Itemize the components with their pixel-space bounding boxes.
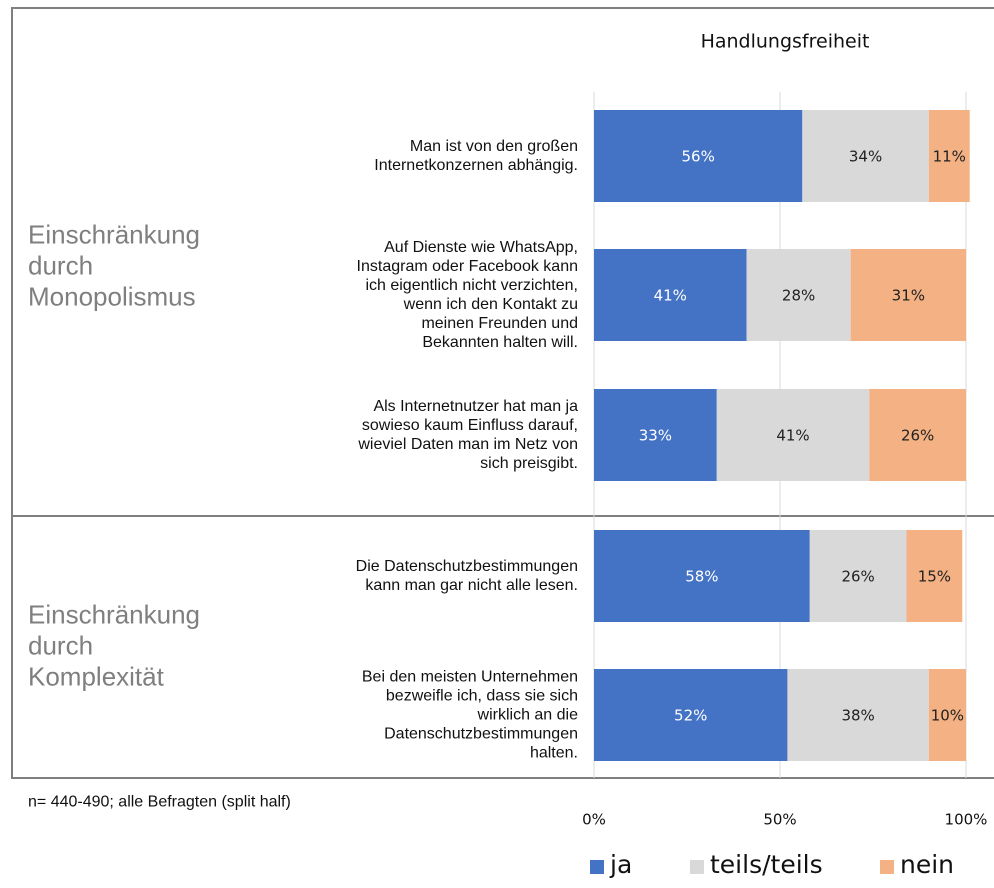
value-label: 26%	[841, 568, 874, 586]
bar-segment	[746, 249, 851, 341]
value-label: 10%	[931, 707, 964, 725]
category-label: Als Internetnutzer hat man ja sowieso ka…	[358, 398, 578, 472]
legend-swatch	[590, 860, 604, 874]
x-tick-label: 100%	[945, 811, 988, 829]
value-label: 33%	[639, 427, 672, 445]
category-label: Auf Dienste wie WhatsApp, Instagram oder…	[356, 239, 578, 351]
value-label: 56%	[681, 148, 714, 166]
bar-segment	[716, 389, 870, 481]
footnote: n= 440-490; alle Befragten (split half)	[28, 793, 291, 811]
bar-segment	[928, 669, 966, 761]
frame	[11, 7, 994, 779]
category-label: Die Datenschutzbestimmungen kann man gar…	[355, 558, 578, 594]
legend-label: teils/teils	[710, 850, 823, 879]
bar-segment	[594, 669, 788, 761]
bar-segment	[594, 249, 747, 341]
value-label: 28%	[782, 287, 815, 305]
bar-segment	[869, 389, 966, 481]
value-label: 34%	[849, 148, 882, 166]
bar-segment	[594, 389, 717, 481]
bar-segment	[809, 530, 907, 622]
value-label: 58%	[685, 568, 718, 586]
legend-swatch	[880, 860, 894, 874]
value-label: 11%	[933, 148, 966, 166]
group-label: Einschränkung durch Komplexität	[28, 599, 200, 692]
category-label: Man ist von den großen Internetkonzernen…	[374, 138, 578, 174]
bar-segment	[802, 110, 929, 202]
chart-title: Handlungsfreiheit	[701, 31, 870, 53]
value-label: 31%	[892, 287, 925, 305]
value-label: 38%	[841, 707, 874, 725]
x-tick-label: 50%	[763, 811, 796, 829]
bar-segment	[594, 530, 810, 622]
x-tick-label: 0%	[582, 811, 606, 829]
legend-swatch	[690, 860, 704, 874]
bar-segment	[850, 249, 966, 341]
legend-label: ja	[609, 850, 632, 879]
value-label: 26%	[901, 427, 934, 445]
bar-segment	[906, 530, 963, 622]
legend-label: nein	[900, 850, 954, 879]
value-label: 52%	[674, 707, 707, 725]
group-label: Einschränkung durch Monopolismus	[28, 219, 200, 312]
bar-segment	[928, 110, 970, 202]
value-label: 41%	[654, 287, 687, 305]
value-label: 15%	[918, 568, 951, 586]
value-label: 41%	[776, 427, 809, 445]
category-label: Bei den meisten Unternehmen bezweifle ic…	[361, 668, 578, 762]
bar-segment	[594, 110, 803, 202]
bar-segment	[787, 669, 929, 761]
